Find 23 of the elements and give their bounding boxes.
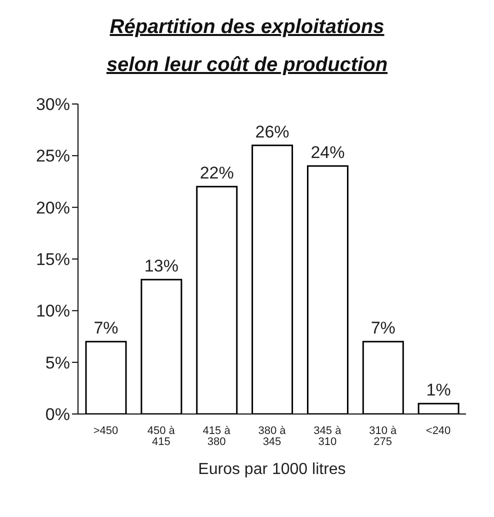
chart-title: Répartition des exploitations selon leur coût de production [105,15,389,78]
y-tick-label: 10% [36,302,70,321]
y-tick-label: 0% [45,405,70,424]
x-axis-title: Euros par 1000 litres [198,461,346,478]
x-tick-label: >450 [93,424,118,437]
data-label: 1% [426,380,451,400]
y-tick-label: 25% [36,146,70,166]
y-tick-label: 5% [45,353,70,372]
y-tick-label: 20% [36,198,70,218]
data-label: 7% [370,318,396,338]
x-tick-label: 450 à 415 [147,424,176,448]
data-label: 7% [94,318,118,338]
x-tick-label: 380 à 345 [258,424,287,448]
x-tick-label: 415 à 380 [202,424,232,448]
x-tick-label: 310 à 275 [369,424,398,448]
data-label: 13% [144,256,178,276]
x-tick-label: <240 [426,424,451,437]
data-label: 26% [255,122,290,142]
x-tick-label: 345 à 310 [314,424,342,448]
y-tick-label: 30% [36,95,70,114]
y-tick-label: 15% [36,250,70,270]
data-label: 24% [310,143,345,162]
data-label: 22% [200,164,234,183]
